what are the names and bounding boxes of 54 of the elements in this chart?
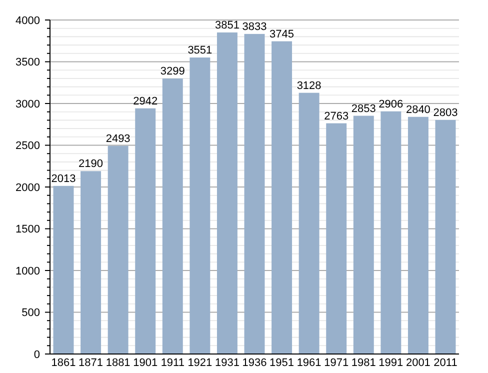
data-label: 3128: [296, 80, 322, 92]
y-tick-label: 1000: [16, 265, 40, 278]
data-label: 2190: [78, 158, 104, 170]
bar: [244, 34, 265, 354]
y-tick-label: 2500: [16, 140, 40, 152]
x-tick-label: 1881: [106, 357, 130, 369]
y-tick-label: 0: [34, 348, 40, 361]
bar: [108, 146, 128, 354]
data-label: 3851: [214, 19, 240, 32]
x-tick-label: 1911: [160, 357, 184, 369]
data-label: 2853: [351, 102, 376, 115]
data-label: 3299: [160, 66, 185, 78]
data-label: 3833: [242, 20, 267, 33]
y-tick-label: 500: [22, 307, 40, 320]
bar: [53, 186, 74, 354]
bar: [353, 116, 374, 354]
bar: [80, 171, 102, 354]
data-label: 2013: [51, 172, 76, 185]
data-label: 2803: [433, 106, 458, 119]
y-tick-label: 3000: [16, 98, 40, 110]
y-tick-label: 4000: [16, 14, 40, 27]
bar: [216, 32, 238, 354]
x-tick-label: 1951: [270, 357, 294, 369]
x-tick-label: 1931: [214, 357, 240, 369]
x-tick-label: 1981: [351, 357, 376, 369]
data-label: 2493: [106, 132, 130, 145]
y-tick-label: 2000: [16, 182, 40, 194]
data-label: 3551: [188, 44, 212, 56]
data-label: 3745: [270, 28, 294, 40]
bar: [380, 111, 402, 354]
y-tick-label: 1500: [16, 224, 40, 236]
x-tick-label: 2011: [434, 357, 458, 369]
y-tick-label: 3500: [16, 56, 40, 69]
x-tick-label: 1991: [378, 357, 404, 369]
bar: [326, 123, 347, 354]
bar: [162, 78, 183, 354]
data-label: 2942: [133, 95, 158, 108]
data-label: 2906: [378, 98, 404, 110]
bar: [190, 57, 210, 354]
x-tick-label: 1871: [78, 357, 104, 369]
x-tick-label: 1936: [242, 357, 267, 369]
x-tick-label: 1961: [296, 357, 322, 369]
x-tick-label: 2001: [406, 357, 430, 369]
x-tick-label: 1901: [133, 357, 158, 369]
data-label: 2763: [324, 110, 349, 122]
bar: [435, 120, 456, 354]
x-tick-label: 1861: [51, 357, 76, 369]
bar: [135, 108, 156, 354]
x-tick-label: 1971: [324, 357, 349, 369]
data-label: 2840: [406, 104, 430, 116]
x-tick-label: 1921: [188, 357, 212, 369]
bar: [298, 92, 320, 354]
bar: [272, 41, 292, 354]
bar: [408, 116, 428, 354]
